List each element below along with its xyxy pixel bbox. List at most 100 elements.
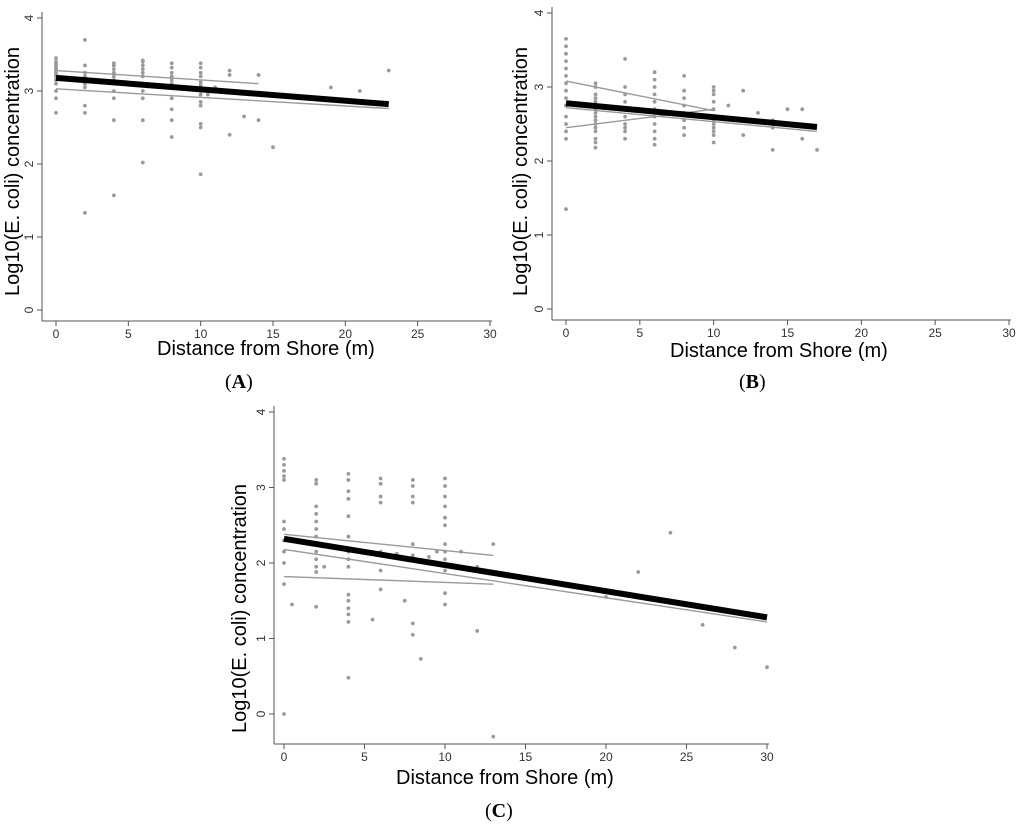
data-point <box>314 478 319 482</box>
data-point <box>322 564 327 569</box>
data-point <box>443 591 447 596</box>
data-point <box>227 132 232 137</box>
data-point <box>169 61 174 66</box>
data-point <box>314 604 319 609</box>
data-point <box>402 598 407 603</box>
data-point <box>346 514 351 519</box>
data-point <box>256 73 261 77</box>
data-point <box>198 70 203 75</box>
data-point <box>443 542 447 547</box>
data-point <box>800 136 805 141</box>
panel-label: (B) <box>739 371 766 393</box>
data-point <box>314 564 319 569</box>
x-tick-label: 30 <box>1002 326 1016 340</box>
data-point <box>198 100 203 104</box>
data-point <box>346 534 351 539</box>
data-point <box>346 675 351 680</box>
data-point <box>443 523 447 528</box>
data-point <box>564 207 568 212</box>
y-tick-label: 1 <box>532 231 546 238</box>
ci-line <box>565 80 714 112</box>
data-point <box>54 56 58 61</box>
data-point <box>491 542 496 547</box>
data-point <box>623 129 627 134</box>
data-point <box>711 85 716 89</box>
x-tick-label: 5 <box>125 327 132 341</box>
data-point <box>54 89 58 93</box>
data-point <box>410 478 415 482</box>
data-point <box>378 587 383 592</box>
data-point <box>282 527 286 531</box>
x-tick-label: 15 <box>266 327 280 341</box>
x-axis-label: Distance from Shore (m) <box>396 767 614 789</box>
data-point <box>785 107 790 112</box>
data-point <box>418 656 423 661</box>
data-point <box>346 592 351 597</box>
data-point <box>54 96 58 101</box>
ci-line <box>283 533 494 557</box>
data-point <box>314 519 319 524</box>
x-tick-label: 20 <box>855 326 869 340</box>
data-point <box>140 70 145 75</box>
data-point <box>711 129 716 134</box>
data-point <box>290 602 294 607</box>
data-point <box>711 125 716 130</box>
y-tick-label: 4 <box>254 408 268 415</box>
data-point <box>623 114 627 119</box>
data-point <box>410 621 415 626</box>
data-point <box>328 85 333 90</box>
data-point <box>443 602 447 607</box>
y-tick-label: 2 <box>22 160 36 167</box>
data-point <box>282 561 286 565</box>
chart-plot-b: 0 1 2 3 4 0 5 10 15 20 25 30 <box>532 7 1016 340</box>
data-point <box>800 107 805 112</box>
data-point <box>668 530 673 535</box>
data-point <box>593 114 598 119</box>
data-point <box>564 81 568 86</box>
data-point <box>593 145 598 150</box>
data-point <box>700 623 705 627</box>
y-axis-label: Log10(E. coli) concentration <box>510 46 532 296</box>
y-tick-label: 4 <box>532 9 546 16</box>
data-point <box>140 67 145 71</box>
data-point <box>169 96 174 101</box>
y-tick-label: 2 <box>532 157 546 164</box>
data-point <box>346 564 351 569</box>
data-point <box>593 99 598 104</box>
ci-line <box>55 88 389 110</box>
ci-line <box>283 575 494 585</box>
data-point <box>386 68 391 73</box>
data-point <box>242 114 246 119</box>
data-point <box>564 74 568 78</box>
data-point <box>427 555 431 559</box>
data-point <box>169 118 174 123</box>
data-point <box>593 96 598 100</box>
data-point <box>282 549 286 554</box>
data-point <box>314 570 319 574</box>
data-point <box>765 665 769 670</box>
panel-label: (A) <box>225 371 253 393</box>
data-point <box>756 111 760 115</box>
y-axis-label: Log10(E. coli) concentration <box>2 46 24 296</box>
data-point <box>198 103 203 108</box>
data-point <box>314 527 319 531</box>
data-point <box>314 512 319 516</box>
data-point <box>378 568 383 573</box>
y-tick-label: 2 <box>254 559 268 566</box>
data-point <box>111 67 116 71</box>
data-point <box>140 89 145 93</box>
data-point <box>682 133 687 138</box>
data-point <box>564 44 568 49</box>
data-point <box>370 617 375 622</box>
data-point <box>282 468 286 473</box>
data-point <box>378 476 383 481</box>
data-point <box>564 136 568 141</box>
data-point <box>140 59 145 64</box>
regression-line <box>283 535 768 621</box>
data-point <box>140 118 145 123</box>
data-point <box>652 136 657 141</box>
data-point <box>169 70 174 75</box>
data-point <box>169 107 174 112</box>
data-point <box>593 136 598 141</box>
data-point <box>564 59 568 63</box>
